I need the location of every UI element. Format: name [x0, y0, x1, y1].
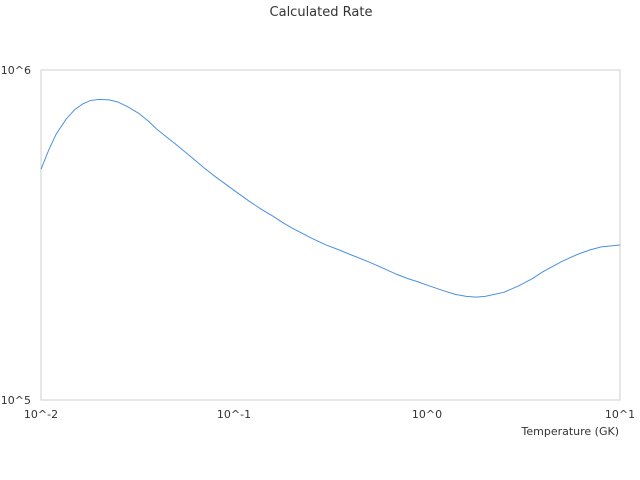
- x-tick-label: 10^-1: [217, 408, 251, 421]
- x-tick-labels: 10^-2 10^-1 10^0 10^1: [24, 408, 635, 421]
- y-tick-label: 10^5: [1, 394, 31, 407]
- plot-area-border: [40, 69, 621, 401]
- x-tick-label: 10^1: [605, 408, 635, 421]
- x-tick-label: 10^0: [412, 408, 442, 421]
- y-tick-labels: 10^5 10^6: [1, 64, 31, 407]
- chart-title: Calculated Rate: [270, 5, 373, 20]
- x-axis-label: Temperature (GK): [521, 425, 620, 438]
- rate-series-line: [40, 98, 621, 298]
- y-tick-label: 10^6: [1, 64, 31, 77]
- x-tick-label: 10^-2: [24, 408, 58, 421]
